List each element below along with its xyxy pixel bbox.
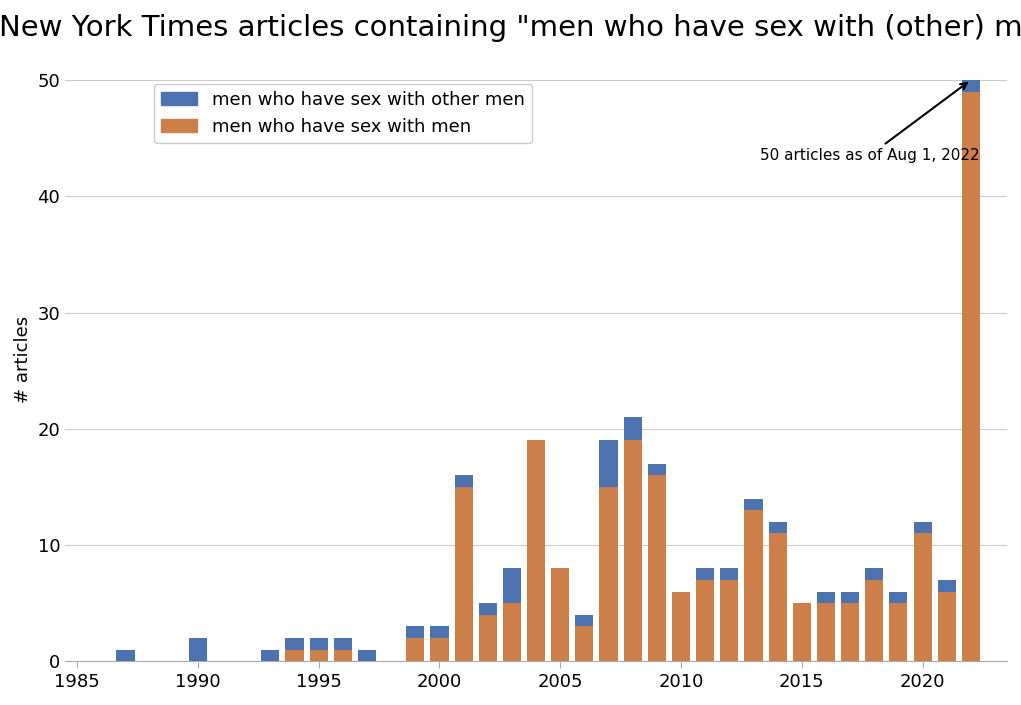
Bar (406, 627, 425, 638)
Bar (817, 591, 835, 603)
Bar (914, 534, 931, 661)
Bar (286, 650, 303, 661)
Bar (647, 475, 666, 661)
Bar (937, 591, 956, 661)
Bar (454, 487, 473, 661)
Bar (865, 568, 883, 580)
Text: 50 articles as of Aug 1, 2022: 50 articles as of Aug 1, 2022 (760, 83, 979, 163)
Bar (841, 591, 859, 603)
Bar (261, 650, 280, 661)
Bar (454, 475, 473, 487)
Y-axis label: # articles: # articles (14, 315, 32, 403)
Bar (624, 417, 642, 441)
Bar (962, 80, 980, 92)
Bar (744, 510, 763, 661)
Bar (720, 568, 738, 580)
Bar (720, 580, 738, 661)
Bar (599, 487, 618, 661)
Bar (309, 650, 328, 661)
Bar (479, 603, 497, 615)
Bar (599, 441, 618, 487)
Bar (914, 522, 931, 534)
Bar (937, 580, 956, 591)
Bar (406, 638, 425, 661)
Bar (696, 568, 715, 580)
Bar (431, 638, 448, 661)
Bar (286, 638, 303, 650)
Bar (672, 591, 690, 661)
Bar (962, 92, 980, 661)
Bar (116, 650, 135, 661)
Bar (334, 638, 352, 650)
Bar (576, 615, 593, 627)
Legend: men who have sex with other men, men who have sex with men: men who have sex with other men, men who… (154, 84, 532, 143)
Bar (865, 580, 883, 661)
Bar (792, 603, 811, 661)
Bar (551, 568, 570, 661)
Bar (817, 603, 835, 661)
Bar (503, 568, 521, 603)
Bar (769, 522, 787, 534)
Bar (431, 627, 448, 638)
Bar (479, 615, 497, 661)
Bar (647, 464, 666, 475)
Bar (889, 603, 908, 661)
Bar (527, 441, 545, 661)
Bar (769, 534, 787, 661)
Bar (334, 650, 352, 661)
Bar (503, 603, 521, 661)
Bar (841, 603, 859, 661)
Title: New York Times articles containing "men who have sex with (other) men": New York Times articles containing "men … (0, 14, 1021, 42)
Bar (189, 638, 207, 661)
Bar (889, 591, 908, 603)
Bar (309, 638, 328, 650)
Bar (744, 498, 763, 510)
Bar (624, 441, 642, 661)
Bar (696, 580, 715, 661)
Bar (358, 650, 376, 661)
Bar (576, 627, 593, 661)
